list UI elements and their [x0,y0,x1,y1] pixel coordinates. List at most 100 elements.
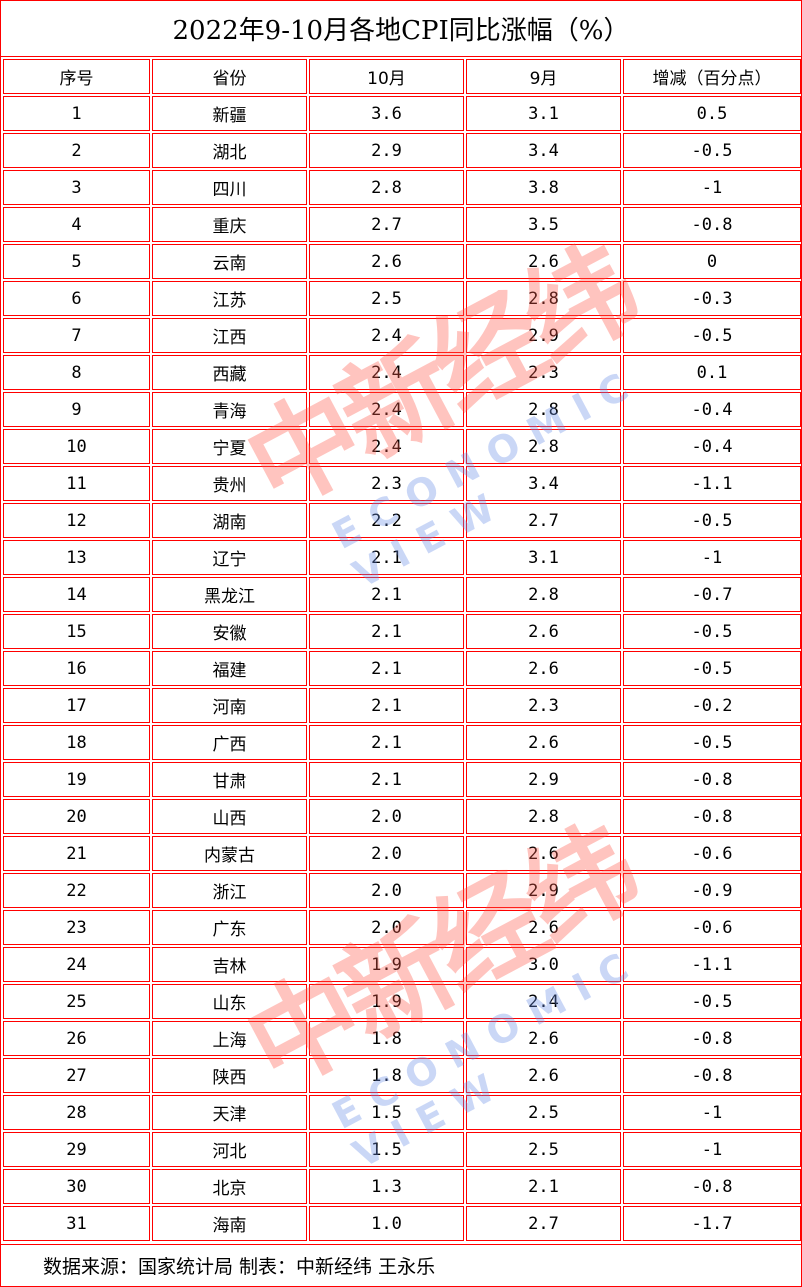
table-row: 10 宁夏 2.4 2.8 -0.4 [3,429,801,464]
cell-october: 2.1 [309,577,464,612]
cell-province: 甘肃 [152,762,307,797]
cell-province: 四川 [152,170,307,205]
cell-change: -0.8 [623,1058,801,1093]
cell-october: 1.9 [309,947,464,982]
cell-index: 28 [3,1095,150,1130]
cell-province: 吉林 [152,947,307,982]
cell-change: -0.5 [623,725,801,760]
cell-change: -0.5 [623,503,801,538]
cell-change: -1 [623,1132,801,1167]
cell-october: 2.9 [309,133,464,168]
cell-index: 17 [3,688,150,723]
cell-index: 8 [3,355,150,390]
table-row: 11 贵州 2.3 3.4 -1.1 [3,466,801,501]
cell-september: 3.1 [466,540,621,575]
header-september: 9月 [466,59,621,94]
cell-october: 2.3 [309,466,464,501]
source-footer: 数据来源：国家统计局 制表：中新经纬 王永乐 [1,1244,801,1286]
cell-change: -0.6 [623,836,801,871]
table-row: 20 山西 2.0 2.8 -0.8 [3,799,801,834]
table-row: 21 内蒙古 2.0 2.6 -0.6 [3,836,801,871]
cell-index: 11 [3,466,150,501]
cell-october: 1.0 [309,1206,464,1241]
cell-change: -0.6 [623,910,801,945]
cell-october: 1.5 [309,1132,464,1167]
cell-province: 天津 [152,1095,307,1130]
header-change: 增减（百分点） [623,59,801,94]
cell-october: 2.1 [309,540,464,575]
table-row: 17 河南 2.1 2.3 -0.2 [3,688,801,723]
header-province: 省份 [152,59,307,94]
cell-september: 2.1 [466,1169,621,1204]
cell-province: 陕西 [152,1058,307,1093]
table-row: 22 浙江 2.0 2.9 -0.9 [3,873,801,908]
table-row: 8 西藏 2.4 2.3 0.1 [3,355,801,390]
table-row: 14 黑龙江 2.1 2.8 -0.7 [3,577,801,612]
cell-province: 贵州 [152,466,307,501]
table-row: 30 北京 1.3 2.1 -0.8 [3,1169,801,1204]
cell-october: 3.6 [309,96,464,131]
cell-october: 2.7 [309,207,464,242]
cell-province: 江西 [152,318,307,353]
cell-change: -0.8 [623,1169,801,1204]
cell-september: 2.4 [466,984,621,1019]
cell-october: 2.5 [309,281,464,316]
cell-province: 广西 [152,725,307,760]
table-row: 4 重庆 2.7 3.5 -0.8 [3,207,801,242]
cell-september: 2.8 [466,392,621,427]
cell-change: -1 [623,170,801,205]
cell-index: 6 [3,281,150,316]
cell-change: -1 [623,1095,801,1130]
table-row: 2 湖北 2.9 3.4 -0.5 [3,133,801,168]
cell-october: 2.4 [309,355,464,390]
cell-province: 福建 [152,651,307,686]
cell-province: 青海 [152,392,307,427]
table-row: 27 陕西 1.8 2.6 -0.8 [3,1058,801,1093]
cell-change: -0.9 [623,873,801,908]
cell-index: 16 [3,651,150,686]
cell-october: 2.4 [309,429,464,464]
cell-index: 23 [3,910,150,945]
cell-index: 30 [3,1169,150,1204]
table-row: 31 海南 1.0 2.7 -1.7 [3,1206,801,1241]
cell-september: 2.7 [466,1206,621,1241]
cell-october: 2.4 [309,318,464,353]
cell-september: 3.4 [466,133,621,168]
cell-october: 2.0 [309,873,464,908]
page-title: 2022年9-10月各地CPI同比涨幅（%） [1,1,801,57]
table-row: 18 广西 2.1 2.6 -0.5 [3,725,801,760]
cell-index: 20 [3,799,150,834]
cell-september: 2.8 [466,281,621,316]
cell-index: 13 [3,540,150,575]
cell-index: 3 [3,170,150,205]
cell-october: 2.1 [309,651,464,686]
cell-index: 15 [3,614,150,649]
cell-province: 广东 [152,910,307,945]
cell-index: 18 [3,725,150,760]
cell-change: -0.7 [623,577,801,612]
cell-province: 宁夏 [152,429,307,464]
cell-september: 3.4 [466,466,621,501]
cell-september: 2.8 [466,429,621,464]
cell-october: 1.9 [309,984,464,1019]
cell-index: 19 [3,762,150,797]
cell-change: 0.5 [623,96,801,131]
cell-index: 9 [3,392,150,427]
cell-september: 2.6 [466,1058,621,1093]
cell-index: 25 [3,984,150,1019]
cell-index: 26 [3,1021,150,1056]
cell-change: -1.1 [623,947,801,982]
table-row: 23 广东 2.0 2.6 -0.6 [3,910,801,945]
table-row: 5 云南 2.6 2.6 0 [3,244,801,279]
cell-september: 2.6 [466,725,621,760]
cell-october: 2.0 [309,836,464,871]
cell-september: 2.6 [466,651,621,686]
table-row: 26 上海 1.8 2.6 -0.8 [3,1021,801,1056]
cell-province: 上海 [152,1021,307,1056]
cell-province: 海南 [152,1206,307,1241]
table-row: 28 天津 1.5 2.5 -1 [3,1095,801,1130]
cell-index: 1 [3,96,150,131]
cell-september: 3.5 [466,207,621,242]
cell-index: 14 [3,577,150,612]
cell-change: -0.3 [623,281,801,316]
